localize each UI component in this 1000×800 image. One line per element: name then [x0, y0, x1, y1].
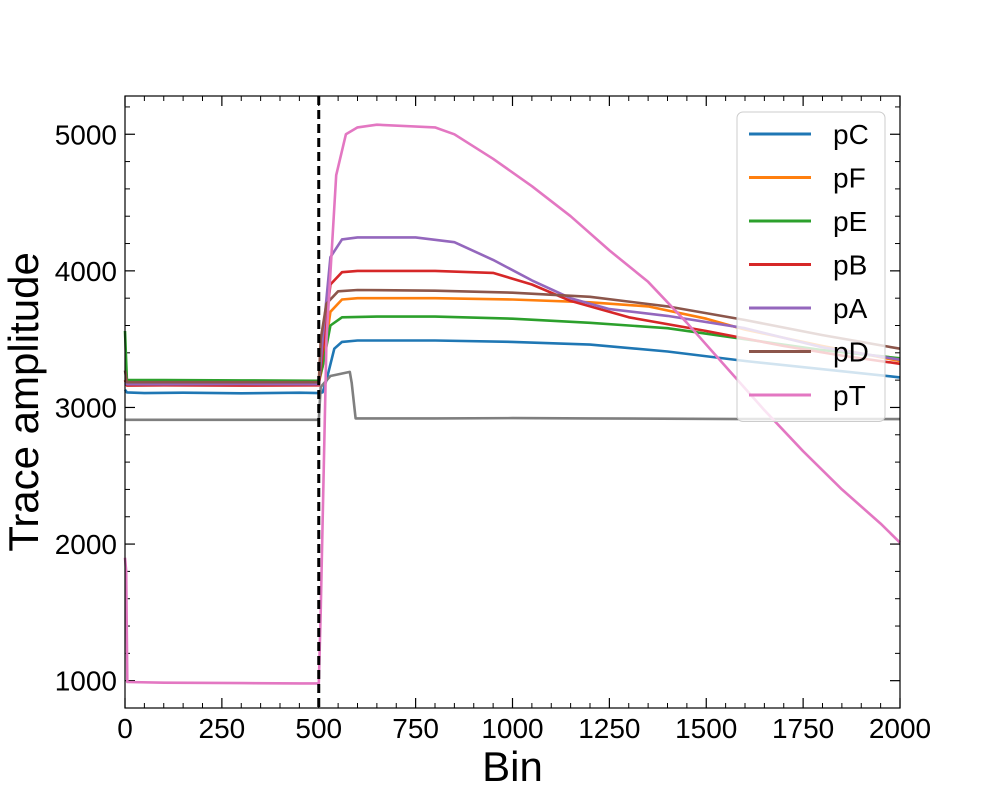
x-tick-label: 0: [117, 713, 133, 744]
x-tick-label: 750: [392, 713, 439, 744]
x-tick-label: 1000: [481, 713, 543, 744]
legend-label-pC: pC: [833, 119, 869, 150]
x-axis-title: Bin: [482, 743, 543, 790]
series-line-pA: [124, 236, 901, 386]
y-tick-label: 2000: [55, 529, 117, 560]
series-line-pE: [123, 315, 901, 383]
y-tick-label: 3000: [55, 392, 117, 423]
series-line-pB: [123, 269, 901, 387]
legend-label-pA: pA: [833, 293, 868, 324]
series-layer: [123, 123, 901, 685]
x-tick-label: 1750: [772, 713, 834, 744]
y-tick-label: 4000: [55, 256, 117, 287]
x-tick-label: 250: [199, 713, 246, 744]
plot-frame: [124, 95, 901, 709]
legend-label-pD: pD: [833, 337, 869, 368]
legend-label-pE: pE: [833, 206, 867, 237]
legend-label-pT: pT: [833, 380, 866, 411]
legend: pC pF pE pB pA pD pT: [736, 111, 886, 422]
legend-label-pF: pF: [833, 163, 866, 194]
x-tick-label: 1250: [578, 713, 640, 744]
series-line-pD: [123, 288, 901, 384]
y-tick-label: 1000: [55, 666, 117, 697]
y-tick-label: 5000: [55, 119, 117, 150]
legend-label-pB: pB: [833, 250, 867, 281]
series-line-unlabeled: [125, 370, 900, 422]
legend-box: [736, 111, 886, 422]
x-tick-label: 1500: [675, 713, 737, 744]
series-line-pC: [123, 339, 901, 395]
x-tick-label: 500: [295, 713, 342, 744]
y-axis-title: Trace amplitude: [0, 252, 47, 552]
x-tick-label: 2000: [869, 713, 931, 744]
